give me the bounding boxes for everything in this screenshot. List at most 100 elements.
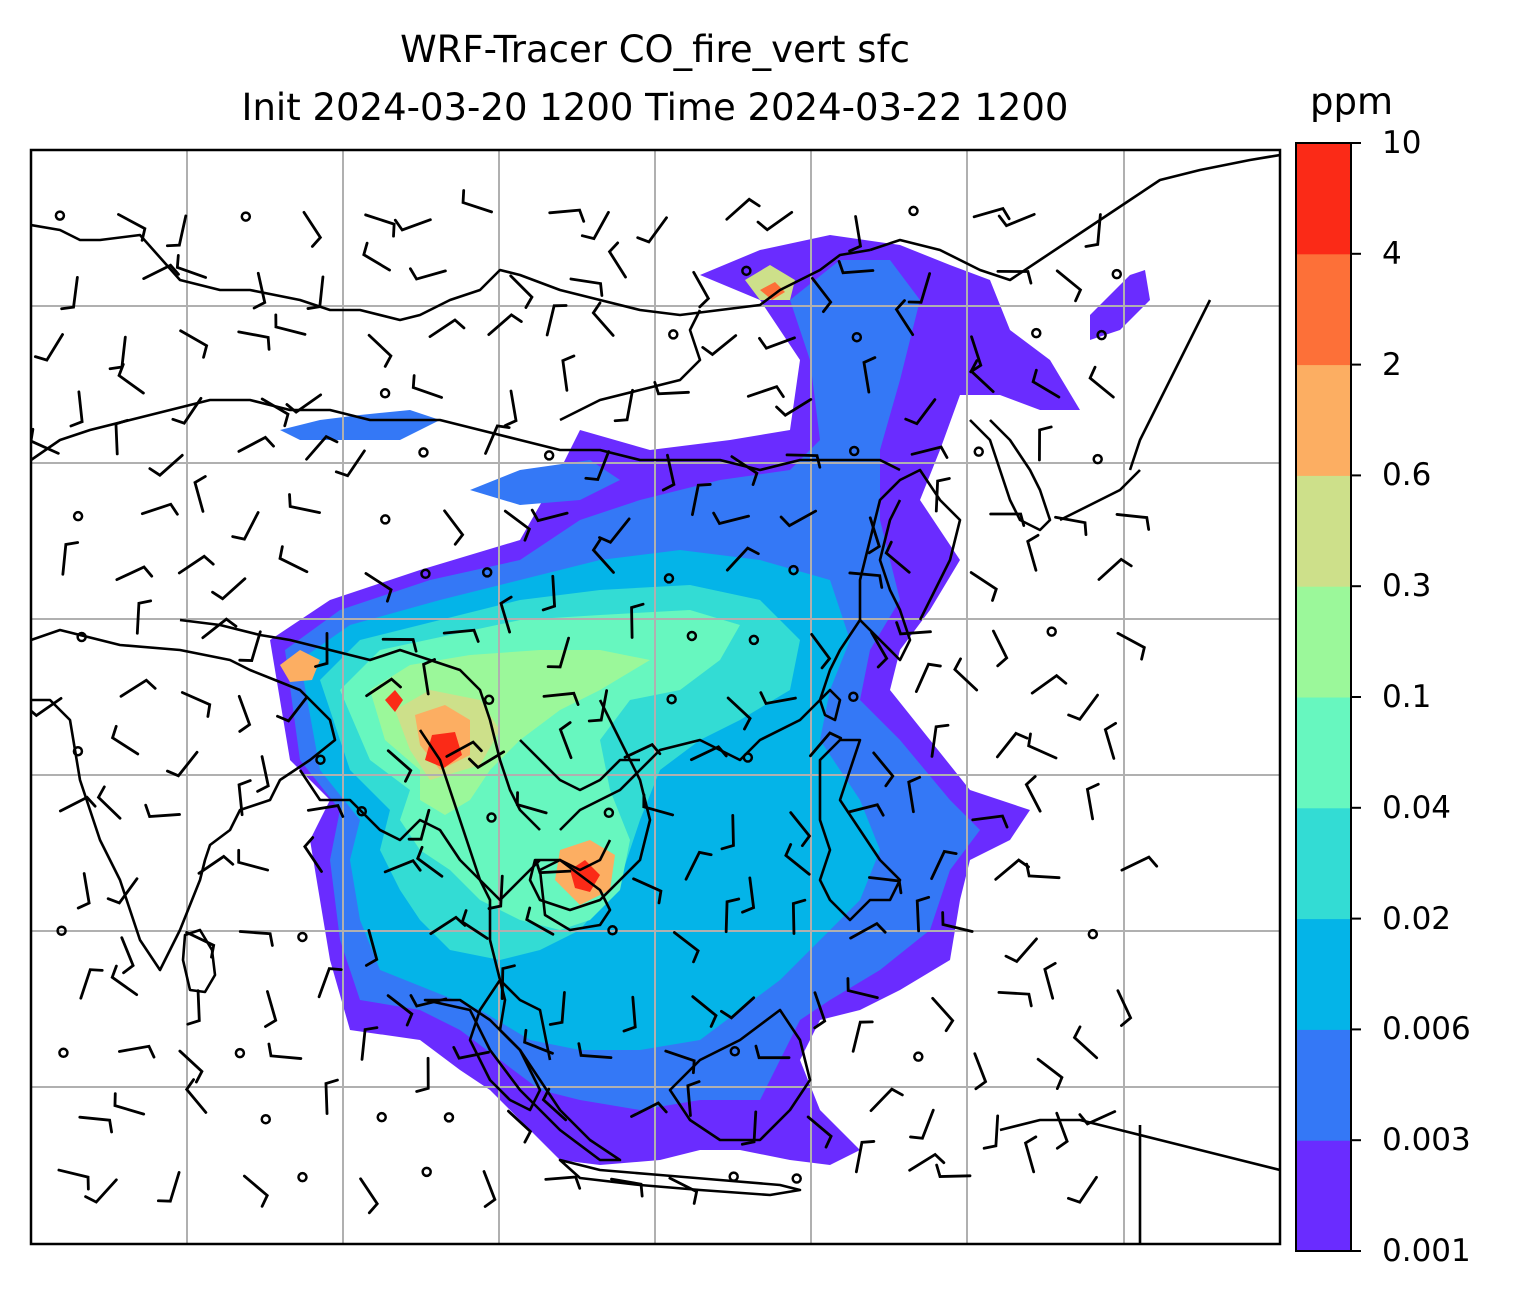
wind-barb bbox=[992, 629, 1009, 668]
calm-wind-marker bbox=[297, 931, 308, 943]
wind-barb bbox=[409, 267, 447, 281]
wind-barb bbox=[148, 453, 184, 477]
wind-barb bbox=[487, 874, 504, 910]
wind-barb bbox=[907, 272, 932, 304]
wind-barb bbox=[789, 811, 812, 848]
calm-wind-marker bbox=[851, 331, 863, 343]
wind-barb bbox=[908, 1152, 946, 1172]
colorbar-tick-label: 4 bbox=[1382, 235, 1402, 272]
wind-barb bbox=[997, 990, 1033, 1008]
wind-barb bbox=[460, 909, 489, 940]
wind-barb bbox=[810, 276, 833, 314]
wind-barb bbox=[636, 216, 668, 244]
wind-barb bbox=[364, 572, 393, 603]
calm-wind-marker bbox=[663, 573, 675, 584]
wind-barb bbox=[785, 453, 822, 469]
wind-barb bbox=[690, 483, 712, 517]
wind-barb bbox=[867, 516, 881, 555]
wind-barb bbox=[630, 1101, 668, 1118]
wind-barb bbox=[931, 996, 955, 1033]
wind-barb bbox=[994, 858, 1030, 881]
wind-barb bbox=[668, 1176, 699, 1205]
wind-barb bbox=[179, 329, 209, 359]
wind-barb bbox=[186, 989, 201, 1026]
coastline-india bbox=[31, 628, 337, 972]
wind-barb bbox=[362, 241, 391, 272]
wind-barb bbox=[96, 785, 122, 820]
wind-barb bbox=[499, 595, 513, 634]
calm-wind-marker bbox=[376, 1111, 387, 1123]
colorbar-tick-label: 0.02 bbox=[1382, 900, 1452, 937]
wind-barb bbox=[870, 631, 889, 669]
wind-barb bbox=[306, 275, 325, 310]
wind-barb bbox=[712, 511, 750, 526]
wind-barb bbox=[135, 599, 153, 635]
calm-wind-marker bbox=[908, 205, 919, 217]
wind-barb bbox=[386, 749, 413, 783]
wind-barb bbox=[720, 814, 735, 851]
coastline-korea bbox=[969, 419, 1052, 532]
wind-barb bbox=[113, 1092, 146, 1116]
wind-barb bbox=[989, 512, 1026, 527]
wind-barb bbox=[661, 453, 676, 492]
wind-barb bbox=[117, 362, 145, 395]
wind-barb bbox=[686, 1080, 701, 1117]
wind-barb bbox=[114, 418, 129, 456]
calm-wind-marker bbox=[420, 568, 431, 580]
calm-wind-marker bbox=[543, 450, 555, 461]
wind-barb bbox=[393, 218, 432, 232]
colorbar-segment bbox=[1296, 1140, 1351, 1252]
wind-barb bbox=[1116, 631, 1146, 661]
wind-barb bbox=[544, 1175, 582, 1190]
calm-wind-marker bbox=[791, 1173, 802, 1184]
colorbar-segment bbox=[1296, 364, 1351, 476]
wind-barb bbox=[231, 511, 260, 541]
wind-barb bbox=[79, 968, 104, 1000]
wind-barb bbox=[442, 628, 480, 643]
wind-barb bbox=[238, 630, 262, 662]
wind-barb bbox=[334, 449, 366, 478]
wind-barb bbox=[806, 1115, 833, 1149]
wind-barb bbox=[907, 775, 922, 814]
wind-barb bbox=[1055, 1111, 1069, 1150]
wind-barb bbox=[846, 977, 879, 1000]
calm-wind-marker bbox=[379, 388, 391, 399]
wind-barb bbox=[110, 724, 140, 756]
wind-barb bbox=[701, 334, 738, 357]
border-laos-vietnam bbox=[519, 739, 640, 792]
calm-wind-marker bbox=[234, 1047, 246, 1059]
colorbar-tick-label: 0.003 bbox=[1382, 1122, 1471, 1159]
wind-barb bbox=[904, 398, 937, 426]
wind-barb bbox=[630, 602, 645, 639]
wind-barb bbox=[935, 1163, 972, 1178]
colorbar-tick-label: 10 bbox=[1382, 125, 1422, 161]
wind-barb bbox=[972, 206, 1011, 221]
wind-barb bbox=[580, 210, 610, 241]
colorbar-segment bbox=[1296, 586, 1351, 698]
wind-barb bbox=[184, 1078, 208, 1114]
wind-barb bbox=[730, 455, 759, 486]
wind-barb bbox=[256, 755, 270, 793]
wind-barb bbox=[452, 1046, 490, 1060]
wind-barb bbox=[546, 636, 570, 669]
wind-barb bbox=[503, 509, 532, 542]
wind-barb bbox=[237, 779, 252, 817]
wind-barb bbox=[416, 845, 444, 878]
wind-barb bbox=[115, 565, 154, 582]
wind-barb bbox=[934, 477, 951, 513]
wind-barb bbox=[724, 897, 741, 934]
wind-barb bbox=[314, 632, 329, 668]
wind-barb bbox=[584, 450, 611, 482]
wind-barb bbox=[487, 313, 523, 336]
wind-barb bbox=[285, 393, 323, 414]
wind-barb bbox=[171, 396, 203, 425]
wind-barb bbox=[909, 1108, 935, 1140]
wind-barb bbox=[684, 850, 713, 881]
wind-barb bbox=[779, 509, 818, 528]
wind-barb bbox=[997, 212, 1036, 228]
calm-wind-marker bbox=[666, 693, 677, 705]
border-china-west bbox=[31, 398, 901, 472]
calm-wind-marker bbox=[1046, 626, 1057, 637]
wind-barb bbox=[1088, 365, 1115, 399]
coastline-china-south bbox=[859, 499, 912, 662]
